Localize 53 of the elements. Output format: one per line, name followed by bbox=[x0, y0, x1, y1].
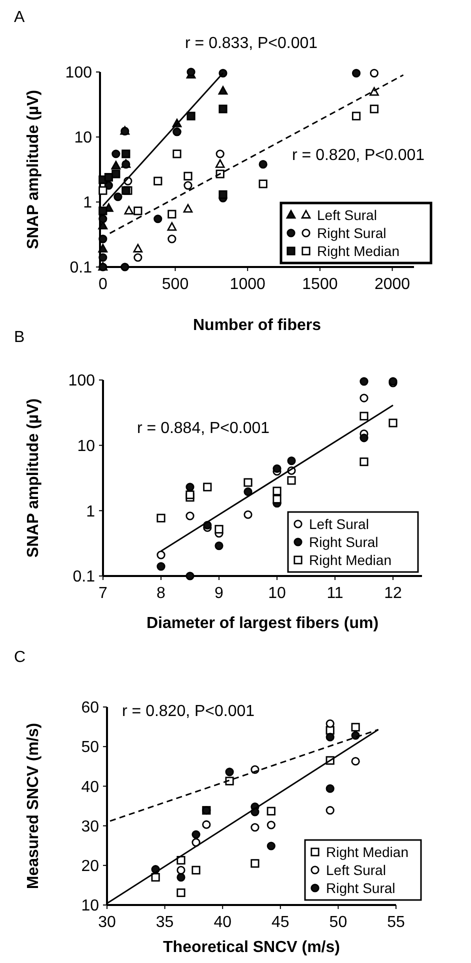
chart-title: C bbox=[14, 649, 26, 666]
chart-title: B bbox=[14, 329, 25, 346]
y-tick-label: 1 bbox=[83, 194, 92, 212]
legend-label: Left Sural bbox=[326, 862, 386, 878]
x-tick-label: 50 bbox=[329, 914, 348, 931]
x-tick-label: 35 bbox=[156, 914, 174, 931]
x-tick-label: 40 bbox=[214, 914, 232, 931]
y-tick-label: 100 bbox=[68, 372, 96, 390]
annotation: r = 0.884, P<0.001 bbox=[137, 420, 270, 437]
x-tick-label: 8 bbox=[156, 585, 166, 602]
y-axis-title: SNAP amplitude (µV) bbox=[25, 90, 42, 250]
legend-label: Right Median bbox=[326, 844, 408, 860]
y-tick-label: 60 bbox=[81, 700, 100, 717]
y-tick-label: 1 bbox=[86, 503, 96, 520]
x-tick-label: 2000 bbox=[374, 276, 410, 293]
y-tick-label: 10 bbox=[81, 898, 100, 915]
annotation: r = 0.820, P<0.001 bbox=[122, 703, 255, 720]
y-tick-label: 50 bbox=[81, 739, 100, 756]
y-tick-label: 40 bbox=[81, 778, 100, 796]
x-tick-label: 10 bbox=[268, 585, 286, 602]
x-tick-label: 1500 bbox=[302, 276, 338, 293]
x-tick-label: 45 bbox=[272, 914, 290, 931]
x-tick-label: 11 bbox=[326, 585, 344, 602]
y-axis-title: Measured SNCV (m/s) bbox=[25, 722, 42, 890]
legend-label: Right Median bbox=[309, 552, 392, 568]
legend-label: Right Sural bbox=[309, 534, 378, 550]
legend-label: Left Sural bbox=[317, 206, 377, 223]
x-tick-label: 1000 bbox=[230, 276, 266, 293]
y-tick-label: 10 bbox=[74, 130, 92, 147]
legend-label: Right Median bbox=[317, 242, 400, 259]
y-tick-label: 0.1 bbox=[72, 568, 96, 586]
x-axis-title: Theoretical SNCV (m/s) bbox=[163, 939, 340, 956]
x-tick-label: 7 bbox=[98, 585, 108, 602]
annotation: r = 0.820, P<0.001 bbox=[292, 147, 425, 164]
y-tick-label: 100 bbox=[65, 64, 92, 82]
chart-title: A bbox=[14, 9, 25, 26]
y-tick-label: 30 bbox=[81, 818, 100, 836]
y-axis-title: SNAP amplitude (µV) bbox=[25, 398, 42, 558]
x-tick-label: 500 bbox=[162, 276, 189, 293]
x-axis-title: Number of fibers bbox=[192, 317, 322, 334]
y-tick-label: 10 bbox=[77, 438, 96, 455]
y-tick-label: 20 bbox=[81, 858, 100, 875]
legend-label: Left Sural bbox=[309, 516, 369, 532]
legend-label: Right Sural bbox=[326, 880, 396, 896]
legend-label: Right Sural bbox=[317, 224, 386, 241]
x-axis-title: Diameter of largest fibers (um) bbox=[146, 615, 379, 632]
x-tick-label: 9 bbox=[214, 585, 224, 602]
x-tick-label: 55 bbox=[387, 914, 405, 931]
text: r = 0.833, P<0.001 bbox=[185, 35, 318, 52]
x-tick-label: 12 bbox=[384, 585, 402, 602]
x-tick-label: 0 bbox=[98, 276, 108, 293]
x-tick-label: 30 bbox=[98, 914, 116, 931]
y-tick-label: 0.1 bbox=[70, 260, 92, 277]
